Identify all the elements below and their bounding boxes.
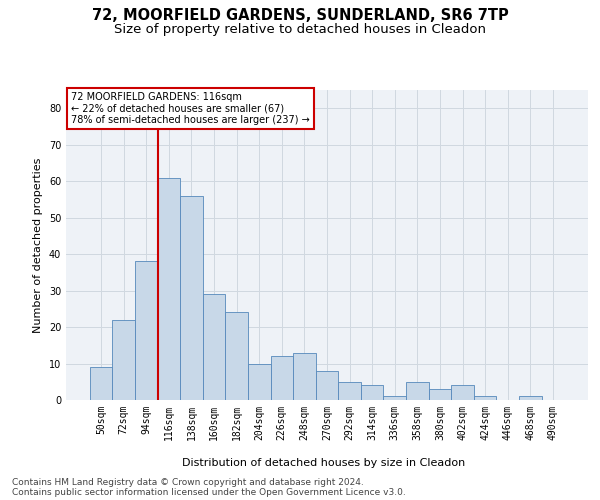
Bar	[428, 389, 451, 400]
Bar	[293, 352, 316, 400]
Bar	[112, 320, 135, 400]
Text: 72 MOORFIELD GARDENS: 116sqm
← 22% of detached houses are smaller (67)
78% of se: 72 MOORFIELD GARDENS: 116sqm ← 22% of de…	[71, 92, 310, 124]
Text: 72, MOORFIELD GARDENS, SUNDERLAND, SR6 7TP: 72, MOORFIELD GARDENS, SUNDERLAND, SR6 7…	[92, 8, 508, 22]
Bar	[158, 178, 180, 400]
Bar	[90, 367, 112, 400]
Bar	[180, 196, 203, 400]
Bar	[316, 371, 338, 400]
Bar	[338, 382, 361, 400]
Bar	[361, 386, 383, 400]
Y-axis label: Number of detached properties: Number of detached properties	[33, 158, 43, 332]
Bar	[451, 386, 474, 400]
Bar	[383, 396, 406, 400]
Text: Size of property relative to detached houses in Cleadon: Size of property relative to detached ho…	[114, 22, 486, 36]
Text: Contains public sector information licensed under the Open Government Licence v3: Contains public sector information licen…	[12, 488, 406, 497]
Bar	[248, 364, 271, 400]
Bar	[203, 294, 226, 400]
Bar	[271, 356, 293, 400]
Text: Distribution of detached houses by size in Cleadon: Distribution of detached houses by size …	[182, 458, 466, 468]
Bar	[135, 262, 158, 400]
Bar	[519, 396, 542, 400]
Bar	[226, 312, 248, 400]
Bar	[406, 382, 428, 400]
Bar	[474, 396, 496, 400]
Text: Contains HM Land Registry data © Crown copyright and database right 2024.: Contains HM Land Registry data © Crown c…	[12, 478, 364, 487]
